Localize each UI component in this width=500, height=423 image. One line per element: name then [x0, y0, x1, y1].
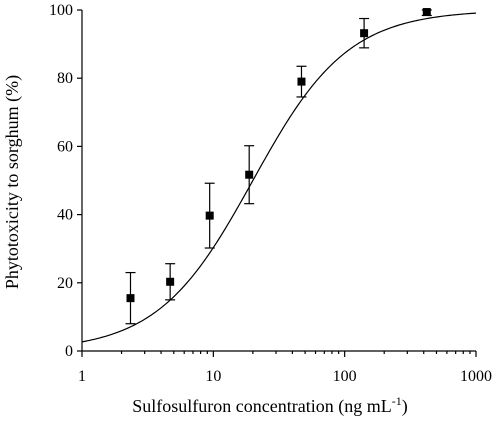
x-axis-title: Sulfosulfuron concentration (ng mL-1): [132, 394, 407, 417]
x-axis-title-main: Sulfosulfuron concentration (ng mL: [132, 396, 391, 417]
x-axis-title-superscript: -1: [392, 394, 402, 408]
x-tick-label: 1: [78, 368, 86, 385]
y-tick-label: 60: [57, 138, 73, 155]
data-point: [126, 294, 135, 303]
y-tick-label: 40: [57, 207, 73, 224]
data-point: [297, 77, 306, 86]
y-tick-label: 80: [57, 70, 73, 87]
plot-area: [81, 8, 477, 343]
fit-curve: [81, 12, 477, 343]
x-tick-label: 100: [333, 368, 357, 385]
x-tick-label: 1000: [460, 368, 492, 385]
data-point: [166, 277, 175, 286]
data-point: [422, 8, 431, 17]
x-axis: 1 10 100 1000: [78, 350, 492, 385]
x-tick-label: 10: [205, 368, 221, 385]
x-axis-title-suffix: ): [402, 396, 408, 417]
y-tick-label: 100: [49, 2, 73, 19]
y-tick-label: 0: [65, 343, 73, 360]
y-axis-title: Phytotoxicity to sorghum (%): [2, 75, 23, 289]
y-tick-label: 20: [57, 275, 73, 292]
data-point: [205, 211, 214, 220]
data-point: [360, 29, 369, 38]
y-axis: 0 20 40 60 80 100: [49, 2, 83, 360]
data-point: [245, 170, 254, 179]
